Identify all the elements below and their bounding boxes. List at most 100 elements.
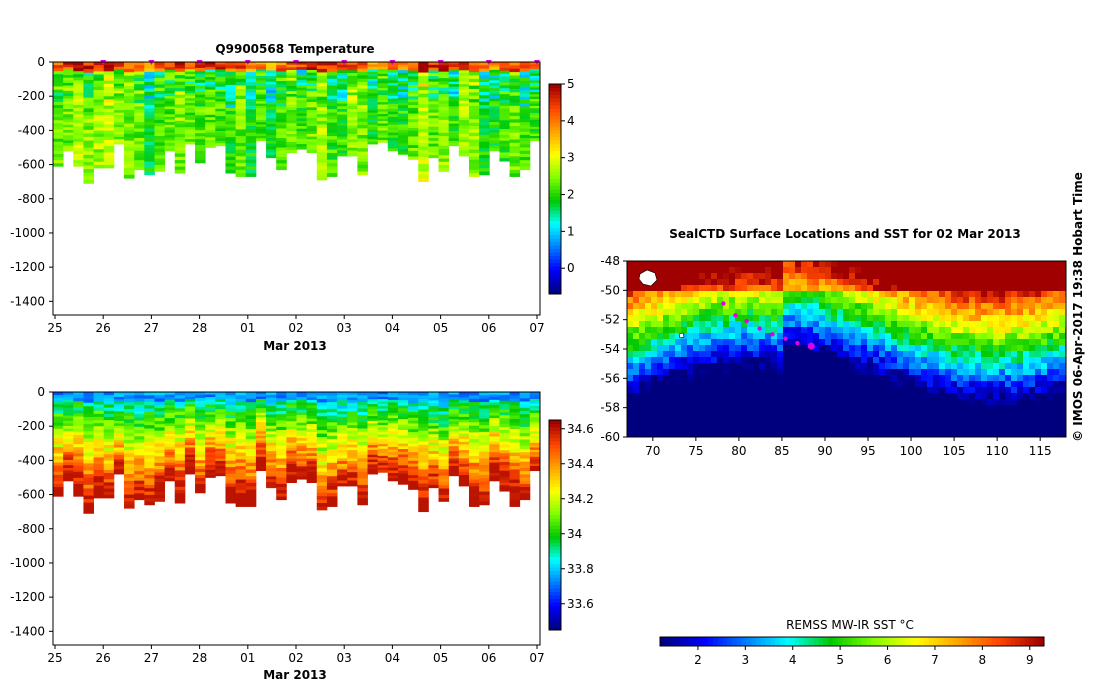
salinity-cell xyxy=(306,453,318,457)
sst-cell xyxy=(813,291,820,298)
salinity-cell xyxy=(266,392,277,396)
salinity-cell xyxy=(235,452,247,457)
sst-cell xyxy=(663,393,670,400)
temperature-cell xyxy=(215,111,226,115)
temperature-cell xyxy=(326,166,338,171)
temperature-cell xyxy=(489,135,500,139)
salinity-cell xyxy=(164,428,176,432)
salinity-cell xyxy=(499,461,510,466)
temperature-cell xyxy=(215,113,226,117)
x-tick-label: 03 xyxy=(337,321,352,335)
sst-cell xyxy=(843,321,850,328)
salinity-cell xyxy=(408,406,419,410)
sst-cell xyxy=(669,411,676,418)
temperature-cell xyxy=(255,85,267,88)
sst-cell xyxy=(831,405,838,412)
sst-cell xyxy=(717,291,724,298)
colorbar-swatch xyxy=(549,623,561,627)
colorbar-swatch xyxy=(549,224,561,228)
temperature-cell xyxy=(124,113,135,118)
sst-cell xyxy=(807,327,814,334)
sst-cell xyxy=(831,399,838,406)
salinity-cell xyxy=(397,427,409,431)
salinity-cell xyxy=(326,452,338,457)
temperature-cell xyxy=(357,62,368,66)
salinity-cell xyxy=(377,453,389,457)
salinity-cell xyxy=(144,501,155,506)
salinity-cell xyxy=(519,483,531,488)
sst-cell xyxy=(705,429,712,436)
salinity-cell xyxy=(63,410,74,414)
salinity-cell xyxy=(367,428,379,432)
temperature-cell xyxy=(245,99,257,103)
temperature-cell xyxy=(174,68,186,73)
temperature-cell xyxy=(144,111,155,116)
temperature-cell xyxy=(255,73,267,77)
salinity-cell xyxy=(113,428,125,432)
temperature-cell xyxy=(164,62,176,66)
sst-cell xyxy=(669,351,676,358)
salinity-cell xyxy=(519,458,531,463)
temperature-cell xyxy=(255,99,267,102)
salinity-cell xyxy=(458,441,470,445)
salinity-cell xyxy=(489,441,500,445)
sst-cell xyxy=(753,369,760,376)
sst-cell xyxy=(807,381,814,388)
temperature-cell xyxy=(489,93,500,97)
sst-cell xyxy=(813,321,820,328)
temperature-cell xyxy=(83,169,94,174)
salinity-cell xyxy=(184,401,196,405)
salinity-cell xyxy=(326,503,338,507)
temperature-cell xyxy=(103,62,115,66)
sst-cell xyxy=(861,411,868,418)
temperature-cell xyxy=(428,135,439,139)
temperature-cell xyxy=(286,123,297,127)
temperature-cell xyxy=(93,102,105,107)
salinity-cell xyxy=(529,410,540,414)
salinity-cell xyxy=(225,463,237,468)
temperature-cell xyxy=(83,126,94,131)
temperature-cell xyxy=(103,102,115,107)
temperature-cell xyxy=(337,103,348,107)
salinity-cell xyxy=(225,401,237,406)
temperature-cell xyxy=(184,86,196,89)
sst-cell xyxy=(795,321,802,328)
sst-cell xyxy=(837,321,844,328)
temperature-cell xyxy=(195,148,206,152)
salinity-cell xyxy=(245,402,257,406)
salinity-cell xyxy=(235,429,247,433)
salinity-cell xyxy=(266,420,277,424)
temperature-cell xyxy=(195,153,206,158)
temperature-cell xyxy=(489,69,500,73)
sst-cell xyxy=(729,423,736,430)
temperature-cell xyxy=(235,65,247,70)
salinity-cell xyxy=(387,475,399,479)
sst-cell xyxy=(705,417,712,424)
sst-cell xyxy=(849,291,856,298)
sst-cell xyxy=(915,315,922,322)
temperature-cell xyxy=(529,92,540,95)
sst-cell xyxy=(669,405,676,412)
salinity-cell xyxy=(113,464,125,468)
sst-cell xyxy=(699,351,706,358)
sst-cell xyxy=(891,273,898,280)
sst-cell xyxy=(885,429,892,436)
temperature-cell xyxy=(418,164,429,168)
y-tick-label: -1000 xyxy=(10,556,45,570)
sst-cell xyxy=(663,381,670,388)
salinity-cell xyxy=(408,466,419,470)
sst-cell xyxy=(789,297,796,304)
salinity-cell xyxy=(53,425,64,430)
temperature-cell xyxy=(296,74,308,78)
salinity-cell xyxy=(124,491,135,495)
salinity-cell xyxy=(367,425,379,429)
temperature-cell xyxy=(529,105,540,109)
salinity-cell xyxy=(377,425,389,428)
sst-cell xyxy=(801,339,808,346)
sst-cell xyxy=(819,381,826,388)
sst-cell xyxy=(813,309,820,316)
sst-cell xyxy=(903,297,910,304)
temperature-cell xyxy=(306,101,318,106)
sst-cell xyxy=(795,387,802,394)
temperature-cell xyxy=(215,71,226,75)
